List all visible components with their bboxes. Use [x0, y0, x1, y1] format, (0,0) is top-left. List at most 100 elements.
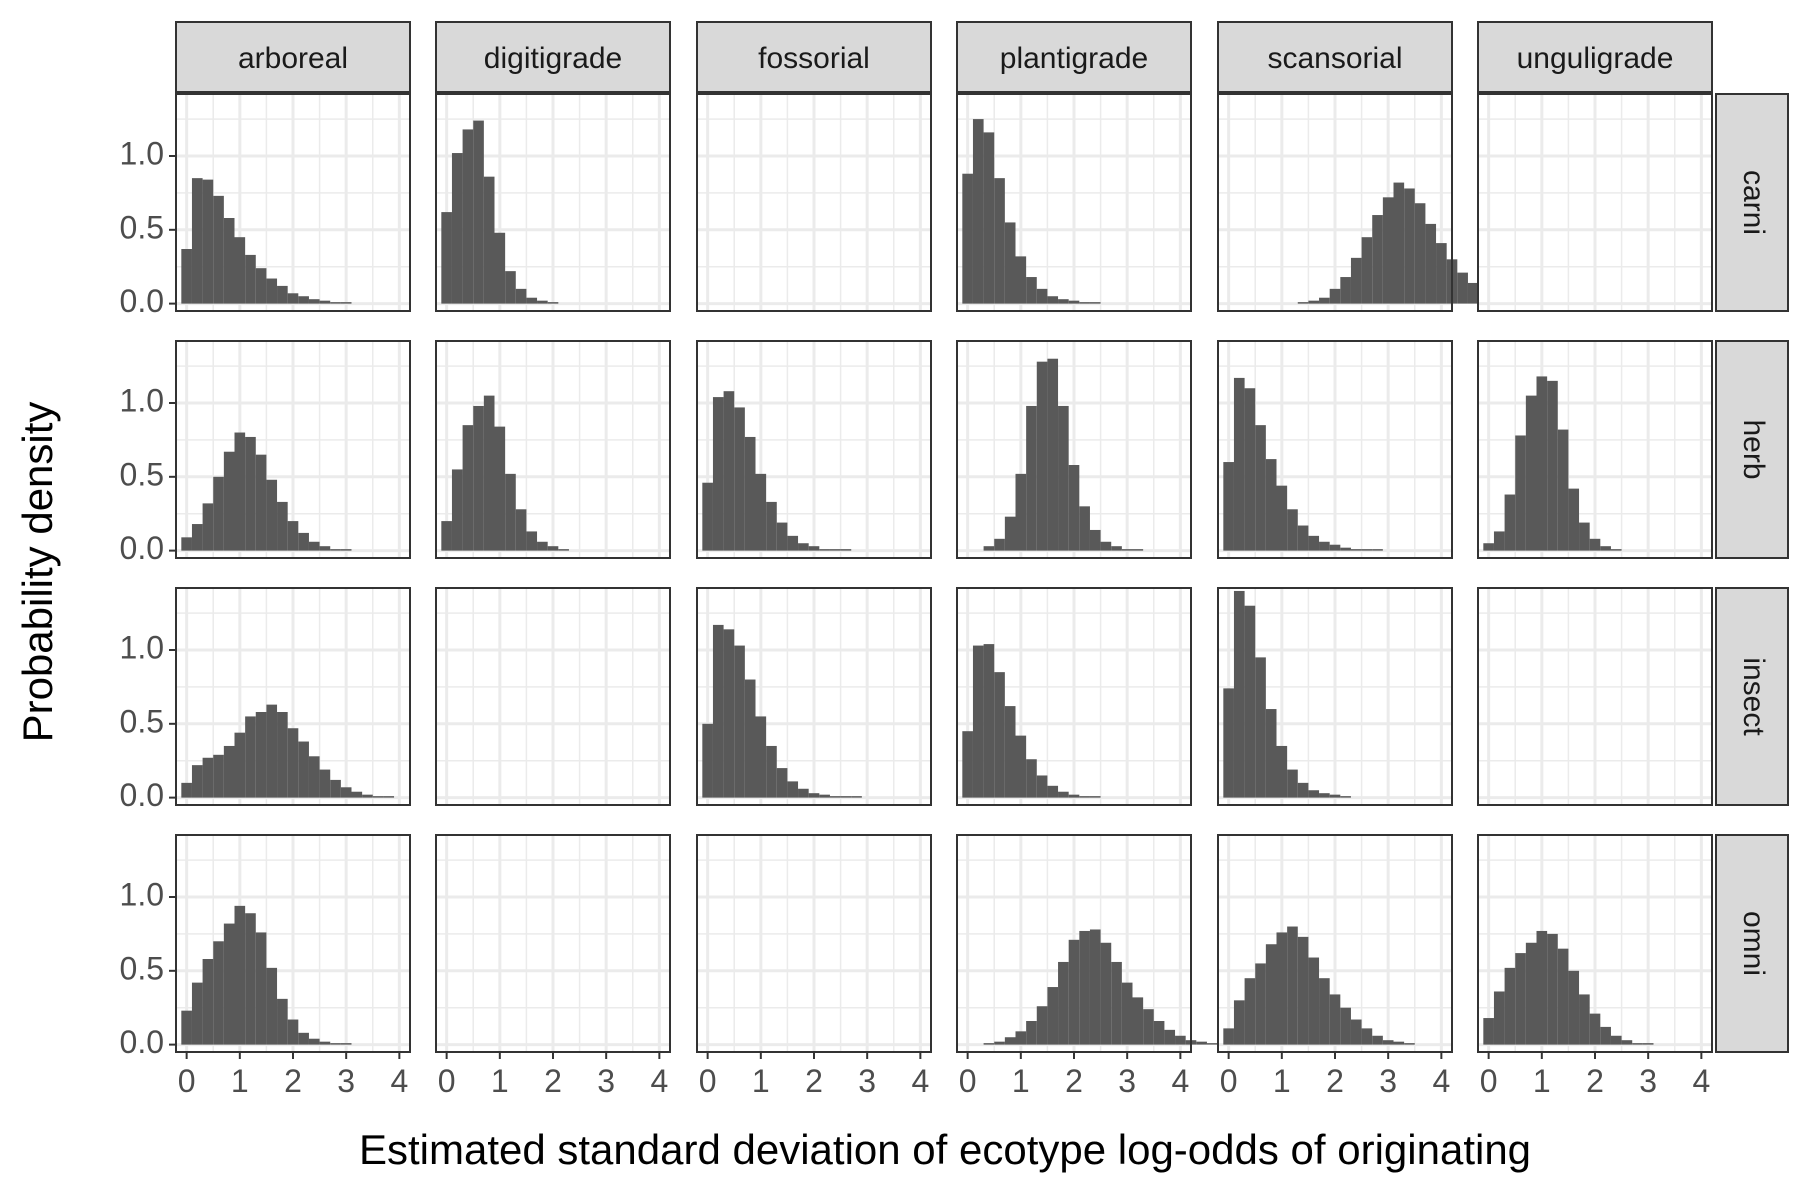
histogram-bar — [734, 645, 745, 798]
panel-border — [175, 93, 411, 312]
histogram-bar — [1036, 361, 1048, 551]
y-tick-label: 1.0 — [120, 629, 164, 665]
histogram-bar — [451, 469, 463, 551]
histogram-bar — [266, 278, 278, 304]
panel-insect-fossorial — [696, 587, 932, 806]
histogram-bar — [1308, 300, 1320, 304]
histogram-bar — [1026, 759, 1037, 798]
histogram-bar — [1079, 930, 1090, 1045]
histogram-bar — [1058, 299, 1069, 304]
histogram-bar — [1026, 1021, 1037, 1045]
x-tick-label: 0 — [1220, 1063, 1238, 1099]
histogram-bar — [1265, 459, 1277, 551]
panel-border — [1217, 340, 1453, 559]
histogram-bar — [1206, 1043, 1218, 1045]
histogram-bar — [983, 132, 995, 304]
histogram-bar — [1276, 932, 1288, 1045]
y-tick-label: 0.5 — [120, 950, 164, 986]
histogram-bar — [1175, 1035, 1186, 1045]
histogram-bar — [245, 716, 256, 798]
histogram-bar — [1068, 300, 1080, 304]
histogram-bar — [1132, 549, 1144, 551]
histogram-bar — [1265, 709, 1277, 798]
histogram-bar — [1557, 948, 1569, 1045]
panel-border — [1477, 587, 1713, 806]
panel-border — [175, 587, 411, 806]
histogram-bar — [451, 153, 463, 304]
histogram-bar — [223, 923, 235, 1045]
histogram-bar — [181, 1010, 192, 1045]
panel-border — [956, 587, 1192, 806]
histogram-bar — [962, 731, 973, 798]
histogram-bar — [473, 405, 484, 551]
x-axis-title: Estimated standard deviation of ecotype … — [359, 1126, 1531, 1173]
histogram-bar — [1319, 541, 1330, 551]
x-tick-label: 3 — [337, 1063, 355, 1099]
histogram-bar — [1079, 506, 1090, 551]
panel-carni-fossorial — [696, 93, 932, 312]
histogram-bar — [994, 672, 1005, 798]
strip-fossorial: fossorial — [696, 21, 932, 93]
histogram-bar — [1536, 930, 1548, 1045]
histogram-bar — [202, 757, 214, 798]
histogram-bar — [266, 704, 278, 798]
histogram-bar — [462, 425, 474, 551]
histogram-bar — [962, 173, 973, 304]
histogram-bar — [255, 932, 267, 1045]
x-tick-label: 2 — [805, 1063, 823, 1099]
strip-plantigrade: plantigrade — [956, 21, 1192, 93]
histogram-bar — [702, 723, 713, 798]
histogram-bar — [505, 473, 516, 551]
panel-border — [696, 340, 932, 559]
histogram-bar — [1414, 203, 1426, 304]
histogram-bar — [983, 1043, 995, 1045]
histogram-bar — [1089, 302, 1101, 304]
histogram-bar — [1372, 215, 1383, 304]
histogram-bar — [1143, 1009, 1154, 1045]
x-tick-label: 0 — [959, 1063, 977, 1099]
histogram-bar — [734, 407, 745, 551]
x-tick-label: 4 — [1171, 1063, 1189, 1099]
histogram-bar — [308, 299, 320, 304]
x-tick-label: 2 — [544, 1063, 562, 1099]
x-tick-label: 1 — [491, 1063, 509, 1099]
histogram-bar — [1089, 529, 1101, 551]
histogram-bar — [1047, 785, 1059, 798]
histogram-bar — [1004, 222, 1016, 304]
strip-box — [1715, 93, 1789, 312]
histogram-bar — [1515, 953, 1526, 1045]
histogram-bar — [1036, 1006, 1048, 1045]
histogram-bar — [245, 913, 256, 1045]
histogram-bar — [1223, 462, 1234, 551]
histogram-bar — [1015, 256, 1027, 304]
histogram-bar — [819, 549, 830, 551]
histogram-bar — [723, 629, 735, 798]
histogram-bar — [1504, 494, 1516, 551]
panel-omni-arboreal: 0.0 0.5 1.0 0 1 2 3 4 — [120, 834, 411, 1099]
histogram-bar — [1244, 605, 1256, 798]
x-tick-label: 1 — [1533, 1063, 1551, 1099]
panel-insect-arboreal: 0.0 0.5 1.0 — [120, 587, 411, 813]
histogram-bar — [1058, 791, 1069, 798]
strip-herb: herb — [1715, 340, 1789, 559]
histogram-bar — [298, 296, 309, 304]
histogram-bar — [1319, 297, 1330, 304]
histogram-bar — [798, 788, 809, 798]
x-tick-label: 4 — [390, 1063, 408, 1099]
panel-border — [435, 340, 671, 559]
histogram-bar — [1404, 188, 1415, 304]
x-tick-label: 2 — [284, 1063, 302, 1099]
histogram-bar — [1297, 936, 1309, 1045]
histogram-bar — [1111, 961, 1122, 1045]
histogram-bar — [362, 794, 373, 798]
panel-border — [1477, 93, 1713, 312]
y-axis-title: Probability density — [14, 402, 61, 743]
x-tick-label: 2 — [1065, 1063, 1083, 1099]
x-tick-label: 0 — [1480, 1063, 1498, 1099]
histogram-bar — [223, 218, 235, 304]
histogram-bar — [766, 745, 777, 798]
histogram-bar — [1015, 1031, 1027, 1045]
histogram-bar — [776, 522, 788, 551]
strip-label-insect: insect — [1737, 657, 1770, 736]
